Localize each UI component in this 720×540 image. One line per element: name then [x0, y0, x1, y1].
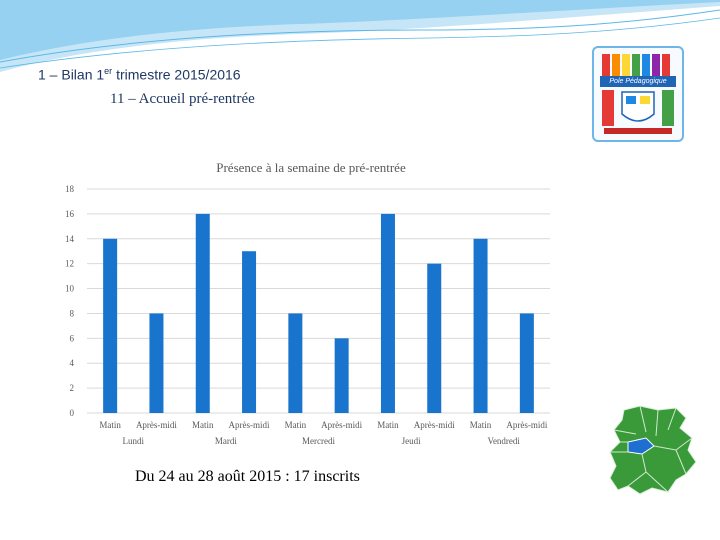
wave-band-1	[0, 0, 720, 72]
x-tick-label: Matin	[470, 420, 492, 430]
bar-8	[473, 238, 488, 413]
bar-6	[380, 213, 395, 413]
group-label: Mercredi	[302, 436, 335, 446]
territory-map	[609, 405, 697, 495]
wave-line-2	[0, 17, 720, 69]
y-axis-ticks: 0 2 4 6 8 10 12 14 16 18	[65, 184, 75, 418]
y-tick-label: 0	[70, 408, 75, 418]
bar-1	[149, 313, 164, 413]
bar-9	[519, 313, 534, 413]
x-tick-label: Matin	[99, 420, 121, 430]
bar-2	[195, 213, 210, 413]
y-tick-label: 10	[65, 284, 75, 294]
x-tick-label: Après-midi	[506, 420, 547, 430]
pole-pedagogique-logo: Pole Pédagogique	[592, 46, 684, 142]
enrollment-summary: Du 24 au 28 août 2015 : 17 inscrits	[135, 468, 360, 485]
x-tick-label: Après-midi	[414, 420, 455, 430]
chart-gridlines	[87, 188, 550, 414]
x-axis-group-labels: Lundi Mardi Mercredi Jeudi Vendredi	[123, 436, 521, 446]
bar-0	[103, 238, 118, 413]
wave-line-1	[0, 9, 720, 63]
header-wave-decoration	[0, 0, 720, 72]
logo-banner: Pole Pédagogique	[600, 76, 676, 87]
x-tick-label: Après-midi	[321, 420, 362, 430]
y-tick-label: 14	[65, 234, 75, 244]
y-tick-label: 18	[65, 184, 75, 194]
chart-bars	[103, 213, 534, 413]
x-tick-label: Matin	[285, 420, 307, 430]
page-title: 1 – Bilan 1er trimestre 2015/2016	[38, 66, 241, 83]
page-subtitle: 11 – Accueil pré-rentrée	[110, 91, 255, 107]
group-label: Vendredi	[487, 436, 520, 446]
x-tick-label: Après-midi	[229, 420, 270, 430]
x-tick-label: Matin	[377, 420, 399, 430]
x-axis-labels: Matin Après-midi Matin Après-midi Matin Après…	[99, 420, 547, 430]
bar-3	[242, 251, 257, 413]
group-label: Mardi	[215, 436, 237, 446]
presence-bar-chart: Présence à la semaine de pré-rentrée 0 2 4…	[65, 160, 550, 446]
bar-7	[427, 263, 442, 413]
y-tick-label: 12	[65, 259, 74, 269]
y-tick-label: 2	[70, 383, 75, 393]
chart-title: Présence à la semaine de pré-rentrée	[216, 160, 406, 175]
y-tick-label: 4	[70, 358, 75, 368]
x-tick-label: Matin	[192, 420, 214, 430]
x-tick-label: Après-midi	[136, 420, 177, 430]
bar-4	[288, 313, 303, 413]
wave-band-2	[0, 0, 720, 60]
y-tick-label: 8	[70, 308, 75, 318]
group-label: Lundi	[123, 436, 145, 446]
bar-5	[334, 338, 349, 413]
y-tick-label: 6	[70, 333, 75, 343]
y-tick-label: 16	[65, 209, 75, 219]
group-label: Jeudi	[402, 436, 421, 446]
